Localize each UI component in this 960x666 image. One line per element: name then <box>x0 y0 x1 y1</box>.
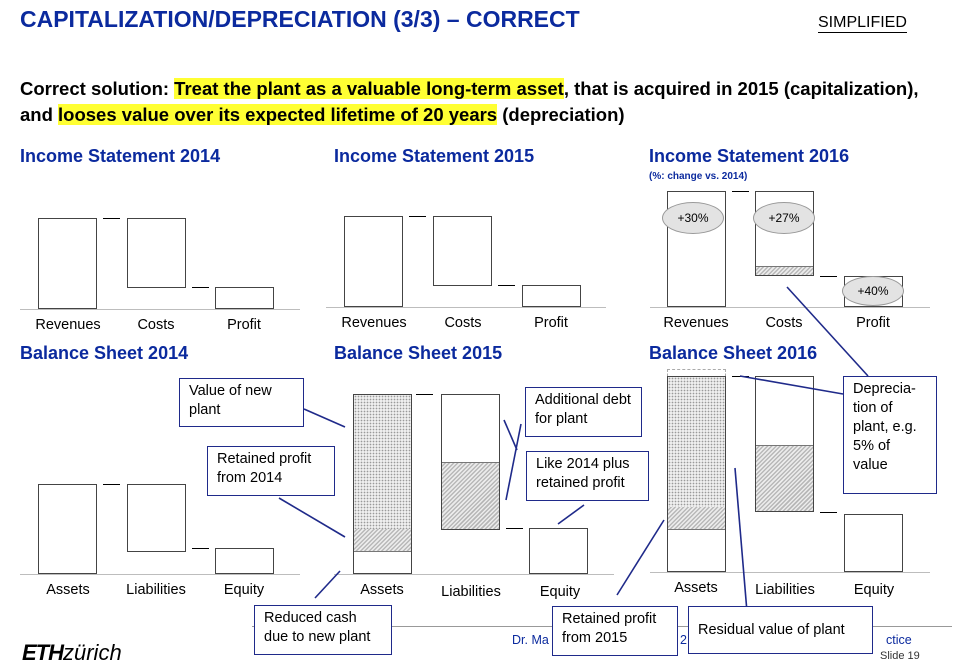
balance-2015-baseline <box>334 574 614 575</box>
balance-2015-assets-bar <box>353 394 412 574</box>
balance-2015-connector <box>416 394 433 395</box>
balance-2016-equity-bar <box>844 514 903 572</box>
intro-mid: , that is acquired in 2015 (capitalizati… <box>20 78 919 125</box>
balance-2015-debt-segment <box>442 462 499 529</box>
intro-text: Correct solution: Treat the plant as a v… <box>20 76 950 128</box>
balance-2015-connector <box>506 528 523 529</box>
balance-2016-title: Balance Sheet 2016 <box>649 343 818 363</box>
balance-2014-equity-label: Equity <box>223 582 265 598</box>
income-2014-costs-label: Costs <box>137 317 175 333</box>
balance-2016-debt-segment <box>756 445 813 511</box>
note-residual-value: Residual value of plant <box>688 606 873 654</box>
eth-logo-bold: ETH <box>22 640 64 665</box>
income-2015-baseline <box>326 307 606 308</box>
footer-author: Dr. Ma <box>512 633 549 647</box>
income-2014-title: Income Statement 2014 <box>20 146 221 166</box>
income-2015-connector <box>498 285 515 286</box>
income-2014-revenues-label: Revenues <box>35 317 101 333</box>
income-2016-connector <box>732 191 749 192</box>
intro-highlight-lifetime: looses value over its expected lifetime … <box>58 104 498 125</box>
balance-2016-assets-bar <box>667 376 726 572</box>
slide-number: Slide 19 <box>880 650 920 662</box>
eth-logo: ETHzürich <box>22 640 122 666</box>
income-2014-profit-label: Profit <box>227 317 261 333</box>
balance-2016-connector <box>820 512 837 513</box>
page-title: CAPITALIZATION/DEPRECIATION (3/3) – CORR… <box>20 6 580 32</box>
revenues-change-badge: +30% <box>662 202 724 234</box>
intro-suffix: (depreciation) <box>497 104 625 125</box>
balance-2016-liabilities-bar <box>755 376 814 512</box>
income-2014-profit-bar <box>215 287 274 309</box>
balance-2014-assets-label: Assets <box>46 582 90 598</box>
note-depreciation: Deprecia-tion of plant, e.g. 5% of value <box>843 376 937 494</box>
income-2014-costs-bar <box>127 218 186 288</box>
footer-year: 2 <box>680 633 687 647</box>
balance-2014-liabilities-bar <box>127 484 186 552</box>
balance-2016-equity-label: Equity <box>853 582 895 598</box>
intro-prefix: Correct solution: <box>20 78 175 99</box>
balance-2016-original-plant-outline <box>667 369 726 381</box>
balance-2014-title: Balance Sheet 2014 <box>20 343 189 363</box>
income-2014-revenues-bar <box>38 218 97 309</box>
income-2015-profit-label: Profit <box>534 315 568 331</box>
balance-2015-equity-label: Equity <box>539 584 581 600</box>
income-2016-title: Income Statement 2016 <box>649 146 850 166</box>
balance-2016-baseline <box>650 572 930 573</box>
income-2015-costs-bar <box>433 216 492 286</box>
balance-2014-connector <box>192 548 209 549</box>
balance-2014-equity-bar <box>215 548 274 574</box>
income-2015-profit-bar <box>522 285 581 307</box>
balance-2014-baseline <box>20 574 300 575</box>
note-additional-debt: Additional debt for plant <box>525 387 642 437</box>
note-reduced-cash: Reduced cash due to new plant <box>254 605 392 655</box>
note-retained-profit-2015: Retained profit from 2015 <box>552 606 678 656</box>
intro-highlight-asset: Treat the plant as a valuable long-term … <box>174 78 564 99</box>
income-2016-subtitle: (%: change vs. 2014) <box>649 171 748 182</box>
income-2016-baseline <box>650 307 930 308</box>
profit-change-badge: +40% <box>842 276 904 306</box>
balance-2015-title: Balance Sheet 2015 <box>334 343 503 363</box>
income-2014-connector <box>103 218 120 219</box>
balance-2015-liabilities-label: Liabilities <box>441 584 501 600</box>
income-2014-baseline <box>20 309 300 310</box>
income-2014-connector <box>192 287 209 288</box>
balance-2016-assets-label: Assets <box>674 580 718 596</box>
income-2015-revenues-bar <box>344 216 403 307</box>
simplified-tag: SIMPLIFIED <box>818 14 907 33</box>
income-2015-revenues-label: Revenues <box>341 315 407 331</box>
eth-logo-italic: zürich <box>63 640 122 665</box>
footer-course: ctice <box>886 633 912 647</box>
note-retained-profit-2014: Retained profit from 2014 <box>207 446 335 496</box>
income-2016-depreciation-segment <box>756 266 813 275</box>
balance-2015-liabilities-bar <box>441 394 500 530</box>
balance-2014-liabilities-label: Liabilities <box>126 582 186 598</box>
costs-change-badge: +27% <box>753 202 815 234</box>
balance-2014-connector <box>103 484 120 485</box>
income-2015-costs-label: Costs <box>444 315 482 331</box>
balance-2016-liabilities-label: Liabilities <box>755 582 815 598</box>
balance-2016-plant-segment <box>668 377 725 508</box>
note-value-new-plant: Value of new plant <box>179 378 304 427</box>
income-2016-revenues-label: Revenues <box>663 315 729 331</box>
balance-2015-equity-bar <box>529 528 588 574</box>
income-2016-connector <box>820 276 837 277</box>
balance-2014-assets-bar <box>38 484 97 574</box>
balance-2015-retained-segment <box>354 529 411 552</box>
income-2015-connector <box>409 216 426 217</box>
income-2015-title: Income Statement 2015 <box>334 146 535 166</box>
balance-2016-retained-segment <box>668 507 725 530</box>
income-2016-profit-label: Profit <box>856 315 890 331</box>
note-like-2014: Like 2014 plus retained profit <box>526 451 649 501</box>
balance-2015-plant-segment <box>354 395 411 530</box>
balance-2015-assets-label: Assets <box>360 582 404 598</box>
income-2016-costs-label: Costs <box>765 315 803 331</box>
